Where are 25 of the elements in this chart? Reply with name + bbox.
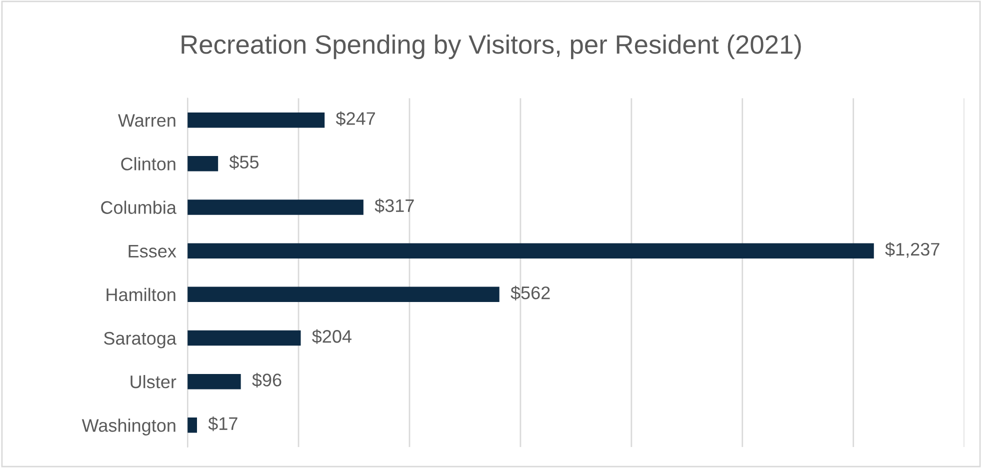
data-label: $1,237	[885, 242, 940, 258]
y-tick-label: Washington	[82, 418, 176, 436]
data-label: $204	[312, 329, 352, 344]
data-label: $96	[252, 372, 282, 388]
y-tick-label: Columbia	[101, 200, 176, 214]
bar	[188, 112, 325, 128]
chart-title: Recreation Spending by Visitors, per Resident (2021)	[182, 34, 801, 60]
data-label: $247	[336, 111, 375, 126]
bar	[188, 243, 874, 258]
y-tick-label: Hamilton	[106, 288, 176, 302]
data-label: $317	[374, 198, 414, 214]
bar	[188, 286, 500, 302]
data-label: $55	[229, 154, 259, 170]
data-label: $17	[208, 416, 238, 432]
data-label: $562	[510, 286, 550, 300]
bar	[188, 330, 301, 346]
y-tick-label: Essex	[128, 244, 176, 258]
bar	[188, 418, 197, 433]
bar	[188, 200, 364, 215]
bar	[188, 374, 241, 390]
y-tick-label: Ulster	[130, 375, 176, 388]
y-tick-label: Saratoga	[104, 332, 176, 348]
bar	[188, 156, 218, 172]
y-tick-label: Clinton	[121, 157, 176, 170]
y-tick-label: Warren	[118, 114, 176, 127]
